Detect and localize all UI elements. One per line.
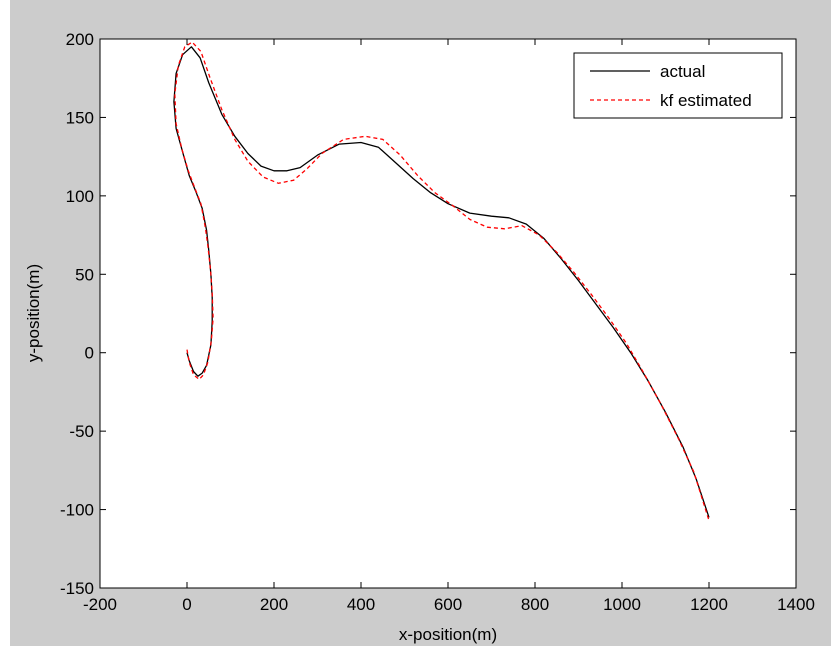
- x-tick-label: 1200: [690, 595, 728, 614]
- x-tick-label: 600: [434, 595, 462, 614]
- x-tick-label: 1000: [603, 595, 641, 614]
- y-tick-label: -50: [69, 422, 94, 441]
- y-tick-label: 0: [85, 344, 94, 363]
- legend: actual kf estimated: [573, 52, 783, 119]
- x-tick-label: 200: [260, 595, 288, 614]
- y-tick-label: 150: [66, 108, 94, 127]
- x-tick-label: 0: [182, 595, 191, 614]
- series-layer: [173, 41, 710, 521]
- x-axis-label: x-position(m): [399, 625, 497, 644]
- legend-box: [573, 52, 783, 119]
- plot-area: [100, 39, 796, 588]
- y-axis-label: y-position(m): [24, 264, 43, 362]
- x-tick-label: 800: [521, 595, 549, 614]
- plot-frame: [99, 38, 797, 589]
- x-tick-label: -200: [83, 595, 117, 614]
- y-tick-label: -100: [60, 501, 94, 520]
- y-tick-label: 200: [66, 30, 94, 49]
- y-tick-label: 50: [75, 265, 94, 284]
- tick-layer: -200 0 200 400 600 800 1000 1200 1400-150-100-50…: [60, 30, 815, 614]
- x-tick-label: 400: [347, 595, 375, 614]
- y-tick-label: -150: [60, 579, 94, 598]
- x-tick-label: 1400: [777, 595, 815, 614]
- legend-label-kf-estimated: kf estimated: [660, 91, 752, 110]
- y-tick-label: 100: [66, 187, 94, 206]
- legend-label-actual: actual: [660, 62, 705, 81]
